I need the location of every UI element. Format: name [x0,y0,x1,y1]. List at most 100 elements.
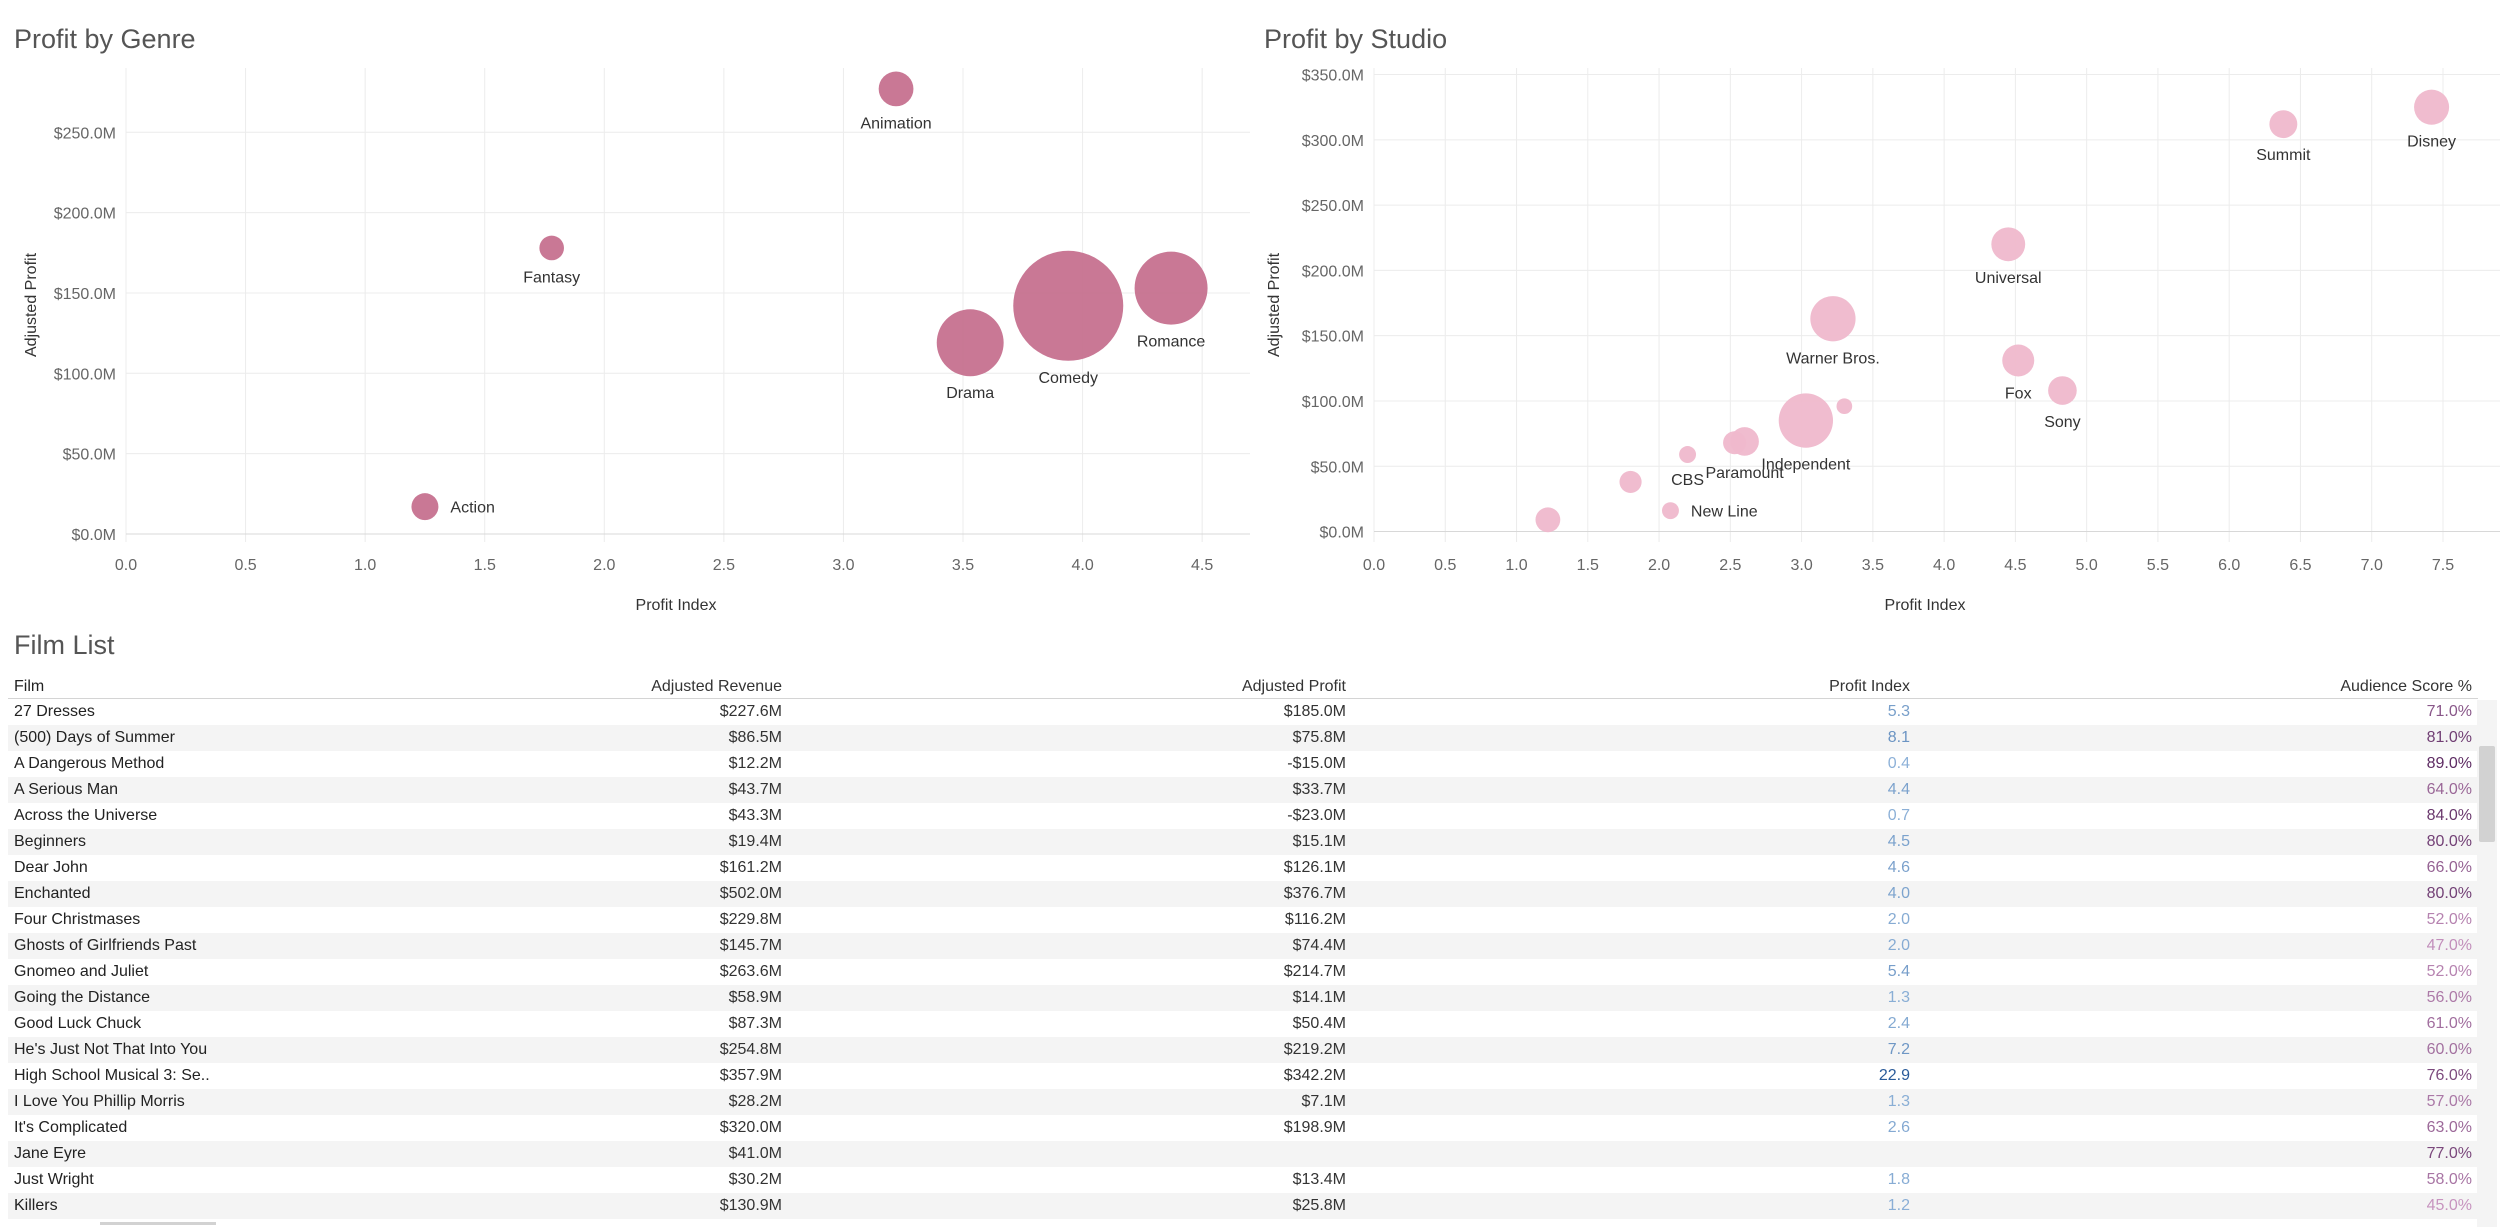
film-cell: Four Christmases [14,911,141,928]
x-tick-label: 2.5 [713,557,735,574]
revenue-cell: $229.8M [719,911,782,928]
x-axis-title: Profit Index [636,597,717,614]
table-row[interactable]: Gnomeo and Juliet $263.6M $214.7M 5.4 52.0% [8,959,2478,985]
x-tick-label: 5.0 [2076,557,2098,574]
table-row[interactable]: 27 Dresses $227.6M $185.0M 5.3 71.0% [8,699,2478,726]
column-header-audience-score[interactable]: Audience Score % [1916,676,2478,699]
profit-index-cell: 2.6 [1887,1119,1910,1136]
x-tick-label: 0.0 [115,557,137,574]
x-tick-label: 3.5 [1862,557,1884,574]
revenue-cell: $502.0M [268,881,788,907]
table-row[interactable]: Going the Distance $58.9M $14.1M 1.3 56.0% [8,985,2478,1011]
table-row[interactable]: Ghosts of Girlfriends Past $145.7M $74.4M 2… [8,933,2478,959]
bubble-new-line[interactable] [1661,502,1679,520]
table-row[interactable]: Across the Universe $43.3M -$23.0M 0.7 84.0% [8,803,2478,829]
film-cell: Enchanted [8,881,268,907]
bubble-unlabeled[interactable] [1535,507,1561,533]
table-row[interactable]: High School Musical 3: Se.. $357.9M $342.2… [8,1063,2478,1089]
x-tick-label: 6.0 [2218,557,2240,574]
table-row[interactable]: Dear John $161.2M $126.1M 4.6 66.0% [8,855,2478,881]
film-cell: Dear John [14,859,88,876]
table-row[interactable]: A Serious Man $43.7M $33.7M 4.4 64.0% [8,777,2478,803]
film-cell: High School Musical 3: Se.. [14,1067,210,1084]
table-row[interactable]: Just Wright $30.2M $13.4M 1.8 58.0% [8,1167,2478,1193]
bubble-animation[interactable] [878,71,914,107]
audience-score-cell: 61.0% [2426,1015,2472,1032]
bubble-unlabeled[interactable] [1723,431,1747,455]
table-row[interactable]: It's Complicated $320.0M $198.9M 2.6 63.0% [8,1115,2478,1141]
genre-scatter-chart[interactable]: 0.0 0.5 1.0 1.5 2.0 2.5 3.0 3.5 4.0 4.5 $0.0M $50.0… [0,60,1260,620]
film-cell: It's Complicated [14,1119,128,1136]
table-vertical-scrollbar[interactable] [2477,700,2497,1227]
table-horizontal-scrollbar[interactable] [100,1222,216,1225]
column-header-adjusted-profit[interactable]: Adjusted Profit [788,676,1352,699]
bubble-unlabeled[interactable] [1836,398,1853,415]
table-row[interactable]: Killers $130.9M $25.8M 1.2 45.0% [8,1193,2478,1219]
column-header-adjusted-revenue[interactable]: Adjusted Revenue [268,676,788,699]
bubble-sony[interactable] [2048,376,2077,405]
bubble-universal[interactable] [1991,227,2026,262]
audience-score-cell: 81.0% [1916,725,2478,751]
bubble-romance[interactable] [1134,251,1208,325]
film-cell: A Dangerous Method [14,755,165,772]
profit-index-cell: 4.5 [1352,829,1916,855]
profit-index-cell: 2.0 [1887,911,1910,928]
table-row[interactable]: Four Christmases $229.8M $116.2M 2.0 52.0% [8,907,2478,933]
audience-score-cell: 45.0% [1916,1193,2478,1219]
profit-cell: $7.1M [788,1089,1352,1115]
table-row[interactable]: Jane Eyre $41.0M 77.0% [8,1141,2478,1167]
studio-scatter-chart[interactable]: 0.0 0.5 1.0 1.5 2.0 2.5 3.0 3.5 4.0 4.5 5.0 5.5 6.0 6… [1260,60,2500,620]
film-cell: (500) Days of Summer [8,725,268,751]
table-row[interactable]: Good Luck Chuck $87.3M $50.4M 2.4 61.0% [8,1011,2478,1037]
table-header-row: Film Adjusted Revenue Adjusted Profit Profi… [8,676,2478,699]
film-list-table[interactable]: Film Adjusted Revenue Adjusted Profit Profi… [8,676,2478,1227]
profit-cell: $219.2M [788,1037,1352,1063]
profit-index-cell: 1.2 [1352,1193,1916,1219]
bubble-warner-bros[interactable] [1810,296,1856,342]
y-tick-label: $250.0M [1302,198,1364,215]
x-tick-label: 3.0 [832,557,854,574]
revenue-cell: $227.6M [719,703,782,720]
table-row[interactable]: A Dangerous Method $12.2M -$15.0M 0.4 89.0% [8,751,2478,777]
profit-cell: $198.9M [1283,1119,1346,1136]
table-row[interactable]: (500) Days of Summer $86.5M $75.8M 8.1 81.0% [8,725,2478,751]
audience-score-cell: 66.0% [2426,859,2472,876]
bubble-drama[interactable] [936,309,1004,377]
profit-index-cell [1352,1141,1916,1167]
audience-score-cell: 84.0% [2426,807,2472,824]
audience-score-cell: 64.0% [1916,777,2478,803]
table-row[interactable]: Beginners $19.4M $15.1M 4.5 80.0% [8,829,2478,855]
film-cell: Jane Eyre [8,1141,268,1167]
bubble-unlabeled[interactable] [1619,470,1642,494]
table-row[interactable]: I Love You Phillip Morris $28.2M $7.1M 1.3 5… [8,1089,2478,1115]
bubble-summit[interactable] [2269,110,2298,139]
table-row[interactable]: He's Just Not That Into You $254.8M $219.2… [8,1037,2478,1063]
bubble-comedy[interactable] [1013,250,1124,361]
x-tick-label: 4.0 [1933,557,1955,574]
profit-cell: $50.4M [1292,1015,1346,1032]
x-tick-label: 3.5 [952,557,974,574]
bubble-action[interactable] [411,493,439,521]
bubble-label-drama: Drama [946,385,994,402]
profit-index-cell: 1.3 [1352,985,1916,1011]
revenue-cell: $30.2M [728,1171,782,1188]
bubble-disney[interactable] [2414,89,2450,125]
bubble-independent[interactable] [1778,393,1834,448]
y-tick-label: $150.0M [54,286,116,303]
bubble-label-independent: Independent [1761,457,1851,474]
bubble-fantasy[interactable] [539,235,564,261]
bubble-label-cbs: CBS [1671,472,1704,489]
revenue-cell: $19.4M [268,829,788,855]
scrollbar-thumb[interactable] [2479,746,2495,842]
bubble-fox[interactable] [2002,344,2035,377]
column-header-film[interactable]: Film [8,676,268,699]
film-cell: I Love You Phillip Morris [8,1089,268,1115]
bubble-label-universal: Universal [1975,270,2042,287]
bubble-cbs[interactable] [1679,446,1697,463]
film-cell: He's Just Not That Into You [8,1037,268,1063]
column-header-profit-index[interactable]: Profit Index [1352,676,1916,699]
x-tick-label: 7.5 [2432,557,2454,574]
profit-cell: $116.2M [1284,911,1346,928]
profit-cell: $13.4M [1292,1171,1346,1188]
table-row[interactable]: Enchanted $502.0M $376.7M 4.0 80.0% [8,881,2478,907]
